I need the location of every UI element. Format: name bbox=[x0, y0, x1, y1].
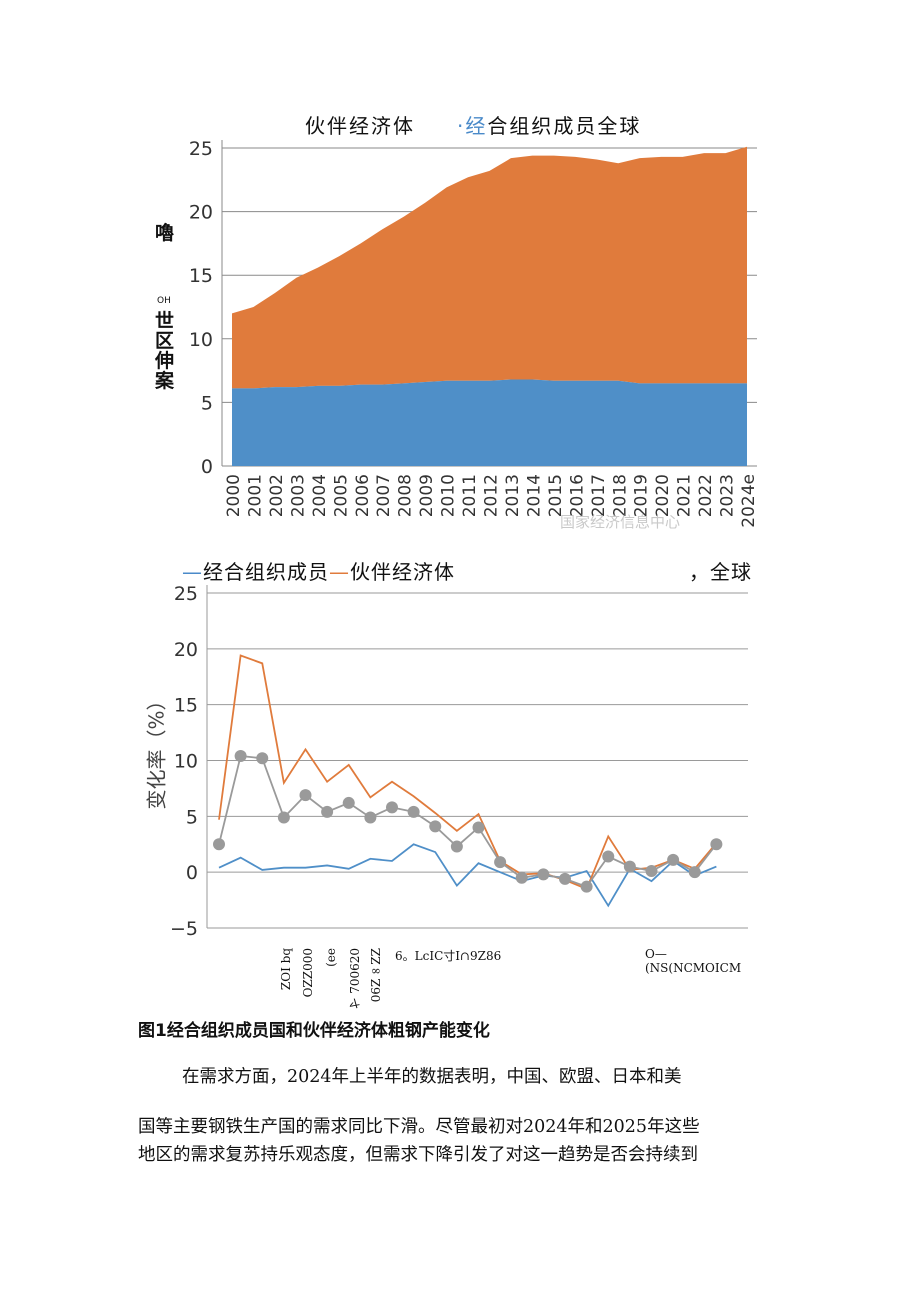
legend-partner-label: 伙伴经济体 bbox=[305, 114, 415, 138]
y-tick-label: 25 bbox=[174, 583, 198, 605]
y-tick-label: 15 bbox=[174, 695, 198, 717]
global-point-marker bbox=[688, 866, 701, 879]
x-fragment-8: (NS(NCMOICM bbox=[645, 961, 742, 975]
x-tick-label: 2007 bbox=[374, 474, 394, 517]
x-fragment-6: 6。LcIC寸I∩9Z86 bbox=[395, 949, 502, 963]
x-tick-label: 2019 bbox=[632, 474, 652, 517]
y-tick-label: 10 bbox=[189, 329, 213, 351]
x-tick-label: 2023 bbox=[718, 474, 738, 517]
x-tick-label: 2020 bbox=[653, 474, 673, 517]
x-fragment-4: ヤ 700620 bbox=[348, 948, 362, 1010]
chart1-ylabel-fragment-d: 区 bbox=[155, 330, 175, 352]
legend-global-label: ，全球 bbox=[689, 560, 752, 584]
chart2-legend: —经合组织成员—伙伴经济体 ，全球 bbox=[182, 556, 752, 585]
global-point-marker bbox=[407, 805, 420, 818]
x-tick-label: 2001 bbox=[245, 474, 265, 517]
global-point-marker bbox=[364, 811, 377, 824]
global-point-marker bbox=[429, 820, 442, 833]
chart1-ylabel-fragment-e: 伸 bbox=[155, 350, 175, 372]
global-point-marker bbox=[667, 853, 680, 866]
legend-dot-icon: · bbox=[457, 114, 466, 138]
y-tick-label: −5 bbox=[170, 918, 198, 940]
chart1-ylabel-fragment-a: 嚕 bbox=[155, 222, 175, 244]
paragraph-line-1: 在需求方面，2024年上半年的数据表明，中国、欧盟、日本和美 bbox=[182, 1067, 682, 1087]
global-point-marker bbox=[494, 856, 507, 869]
chart1-ylabel-fragment-f: 案 bbox=[155, 370, 175, 392]
y-tick-label: 0 bbox=[186, 862, 198, 884]
x-tick-label: 2014 bbox=[524, 474, 544, 517]
legend-oecd-label: 经合组织成员 bbox=[203, 560, 329, 584]
x-tick-label: 2010 bbox=[439, 474, 459, 517]
area-series-partner bbox=[232, 146, 747, 389]
chart1-ylabel-fragment-c: 世 bbox=[155, 310, 175, 332]
global-point-marker bbox=[213, 838, 225, 851]
x-tick-label: 2013 bbox=[503, 474, 523, 517]
x-fragment-3: (ee bbox=[324, 948, 338, 967]
y-tick-label: 25 bbox=[189, 138, 213, 160]
area-series-oecd bbox=[232, 379, 747, 466]
y-tick-label: 5 bbox=[186, 806, 198, 828]
line-series-partner bbox=[218, 654, 718, 891]
x-tick-label: 2017 bbox=[589, 474, 609, 517]
paragraph-line-3: 地区的需求复苏持乐观态度，但需求下降引发了对这一趋势是否会持续到 bbox=[138, 1145, 698, 1165]
y-tick-label: 20 bbox=[189, 202, 213, 224]
global-point-marker bbox=[710, 838, 723, 851]
y-tick-label: 0 bbox=[201, 456, 213, 478]
global-point-marker bbox=[342, 796, 355, 809]
x-tick-label: 2018 bbox=[610, 474, 630, 517]
x-tick-label: 2012 bbox=[482, 474, 502, 517]
legend-partner-label: 伙伴经济体 bbox=[350, 560, 455, 584]
y-tick-label: 5 bbox=[201, 392, 213, 414]
global-point-marker bbox=[537, 868, 550, 881]
y-tick-label: 15 bbox=[189, 265, 213, 287]
x-tick-label: 2015 bbox=[546, 474, 566, 517]
global-point-marker bbox=[602, 850, 615, 863]
global-point-marker bbox=[623, 860, 636, 873]
global-point-marker bbox=[386, 801, 398, 814]
x-fragment-5: 06Z∞ZZ bbox=[369, 948, 383, 1003]
x-tick-label: 2016 bbox=[567, 474, 587, 517]
watermark: 国家经济信息中心 bbox=[560, 513, 680, 531]
x-tick-label: 2022 bbox=[696, 474, 716, 517]
global-point-marker bbox=[299, 789, 312, 802]
y-tick-label: 20 bbox=[174, 639, 198, 661]
x-tick-label: 2011 bbox=[460, 474, 480, 517]
x-tick-label: 2021 bbox=[675, 474, 695, 517]
global-point-marker bbox=[472, 821, 485, 834]
global-point-marker bbox=[559, 872, 571, 885]
global-point-marker bbox=[234, 750, 247, 763]
global-point-marker bbox=[450, 840, 463, 853]
global-point-marker bbox=[256, 752, 269, 765]
x-tick-label: 2009 bbox=[417, 474, 437, 517]
global-point-marker bbox=[580, 880, 593, 893]
legend-rest-label: 合组织成员全球 bbox=[487, 114, 642, 138]
legend-partner-line-icon: — bbox=[329, 560, 350, 584]
legend-oecd-line-icon: — bbox=[182, 560, 203, 584]
global-point-marker bbox=[321, 805, 334, 818]
line-chart: −5 0 5 10 15 20 25 bbox=[170, 583, 748, 940]
chart1-ylabel-fragment-b: OH bbox=[157, 296, 171, 306]
legend-oecd-fragment: 经 bbox=[465, 114, 488, 138]
y-tick-label: 10 bbox=[174, 751, 198, 773]
figure-caption: 图1经合组织成员国和伙伴经济体粗钢产能变化 bbox=[138, 1021, 490, 1041]
chart1-legend: 伙伴经济体 ·经合组织成员全球 bbox=[305, 110, 641, 139]
x-tick-label: 2005 bbox=[331, 474, 351, 517]
global-point-marker bbox=[277, 811, 290, 824]
x-tick-label: 2002 bbox=[267, 474, 287, 517]
x-fragment-1: ZOI bq bbox=[279, 948, 293, 991]
global-point-marker bbox=[515, 871, 528, 884]
global-point-marker bbox=[645, 865, 658, 878]
x-tick-label: 2000 bbox=[224, 474, 244, 517]
x-fragment-7: O— bbox=[645, 947, 667, 961]
paragraph-line-2: 国等主要钢铁生产国的需求同比下滑。尽管最初对2024年和2025年这些 bbox=[138, 1117, 700, 1137]
x-tick-label: 2008 bbox=[396, 474, 416, 517]
x-tick-label: 2003 bbox=[288, 474, 308, 517]
x-tick-label: 2024e bbox=[739, 474, 759, 528]
x-tick-label: 2006 bbox=[353, 474, 373, 517]
line-series-oecd bbox=[218, 843, 717, 908]
x-tick-label: 2004 bbox=[310, 474, 330, 517]
x-fragment-2: OZZ000 bbox=[301, 948, 315, 998]
